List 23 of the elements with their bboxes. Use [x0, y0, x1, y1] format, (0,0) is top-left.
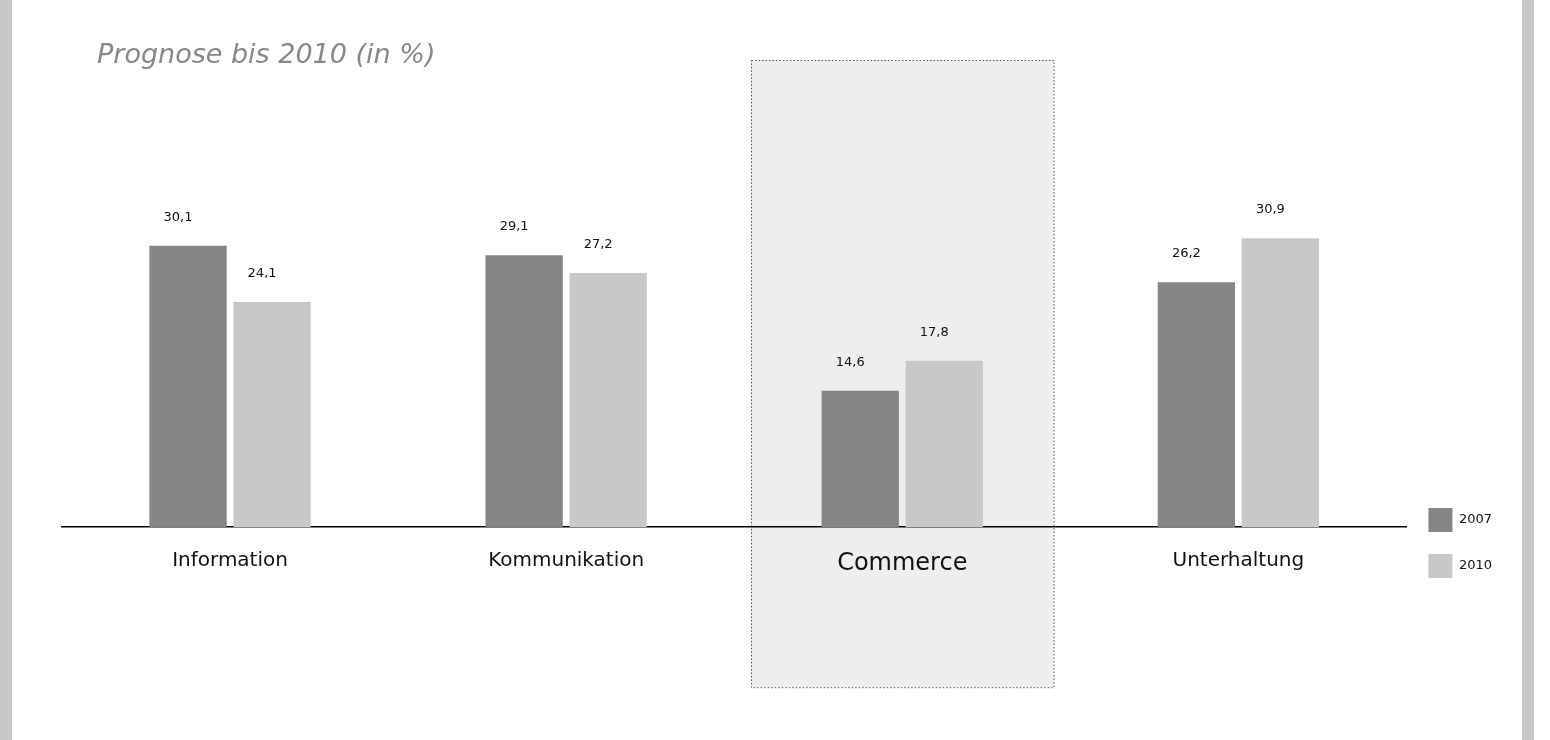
bar — [905, 360, 983, 528]
data-label: 27,2 — [583, 235, 613, 251]
data-label: 30,1 — [163, 208, 193, 224]
data-label: 24,1 — [247, 264, 277, 280]
data-label: 14,6 — [835, 353, 865, 369]
bar — [485, 255, 563, 528]
chart-title: Prognose bis 2010 (in %) — [97, 38, 436, 69]
data-label: 17,8 — [919, 323, 949, 339]
bar — [569, 272, 647, 528]
bar — [1241, 238, 1320, 528]
x-tick-label: Kommunikation — [488, 547, 645, 572]
data-label: 29,1 — [499, 218, 529, 234]
bar — [149, 245, 227, 528]
data-label: 30,9 — [1255, 201, 1285, 217]
bar — [233, 301, 311, 528]
data-label: 26,2 — [1171, 245, 1201, 261]
x-tick-label: Information — [172, 547, 288, 572]
x-tick-label: Commerce — [837, 547, 968, 576]
legend-label: 2007 — [1458, 511, 1493, 527]
bar — [821, 390, 899, 528]
x-tick-label: Unterhaltung — [1172, 547, 1305, 572]
legend-label: 2010 — [1458, 557, 1493, 573]
bar — [1157, 282, 1235, 528]
